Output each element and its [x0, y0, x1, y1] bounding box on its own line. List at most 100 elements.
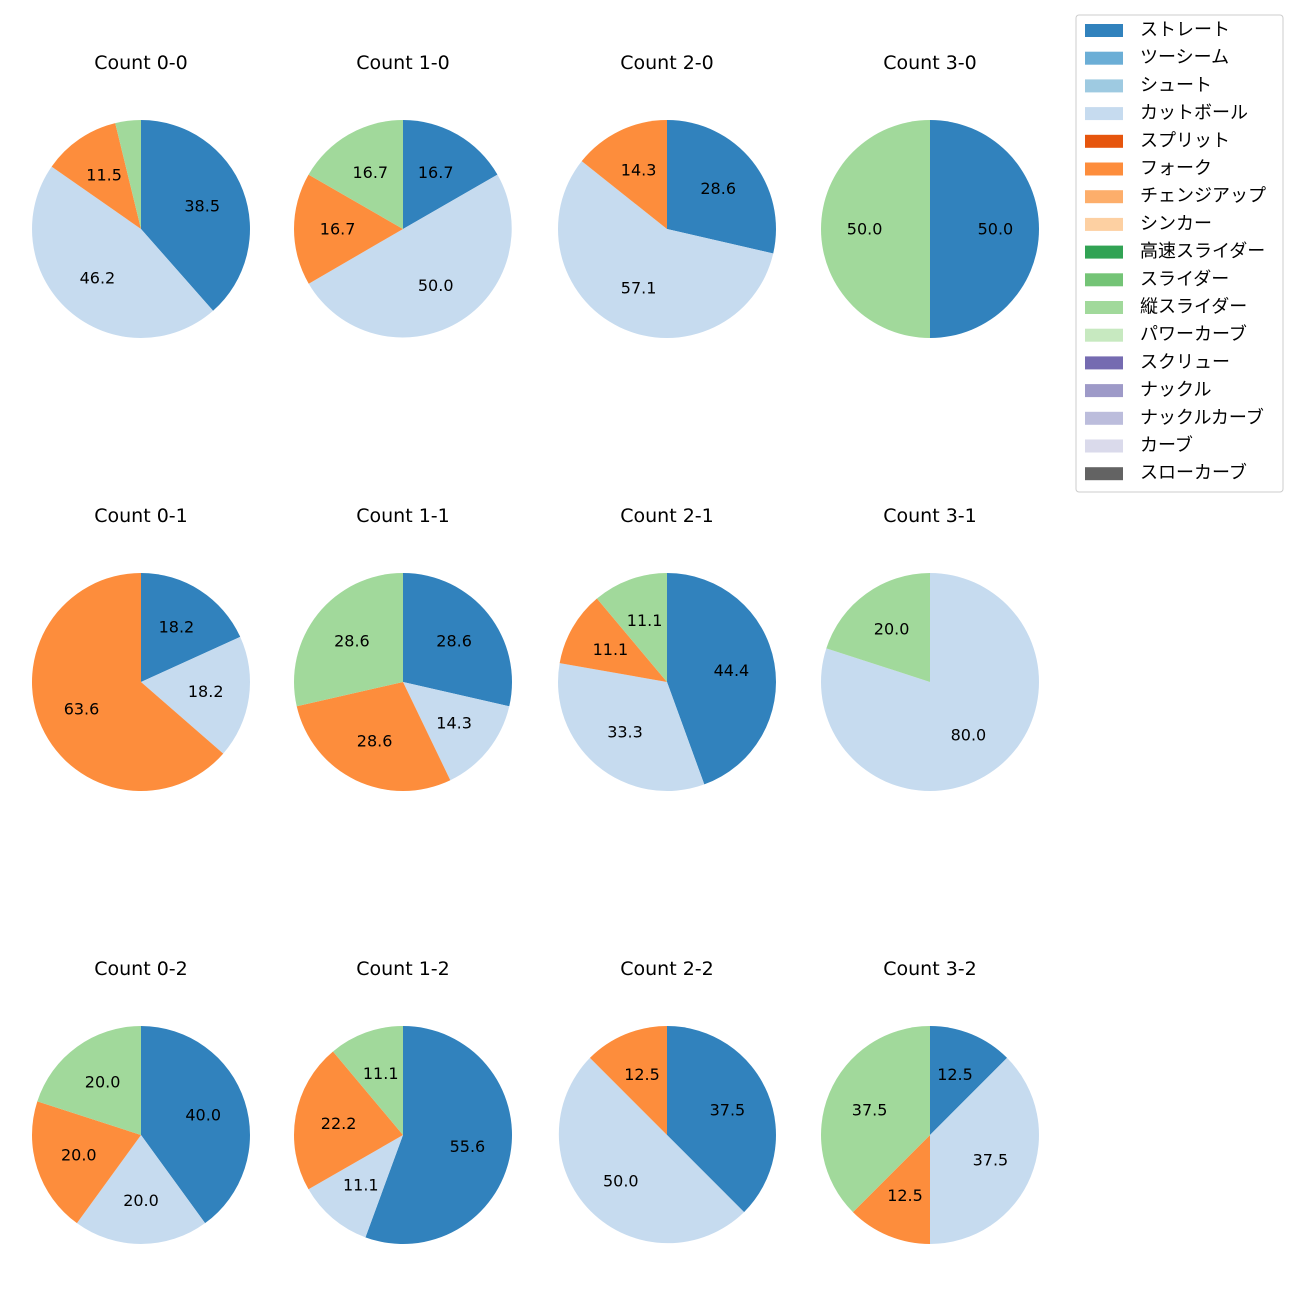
legend-item: ツーシーム: [1085, 47, 1229, 68]
slice-label: 80.0: [951, 725, 987, 744]
legend-swatch: [1085, 384, 1123, 398]
legend-swatch: [1085, 439, 1123, 453]
legend-swatch: [1085, 328, 1123, 342]
pie-slice: [31, 573, 224, 791]
pie-title: Count 2-2: [620, 958, 714, 980]
legend-label: スクリュー: [1140, 352, 1230, 373]
legend-label: シュート: [1140, 75, 1212, 96]
pie-slice: [141, 573, 241, 682]
legend-swatch: [1085, 356, 1123, 370]
legend-swatch: [1085, 107, 1123, 121]
legend-item: 縦スライダー: [1085, 297, 1247, 318]
legend-label: ストレート: [1140, 20, 1230, 41]
slice-label: 20.0: [61, 1146, 97, 1165]
pie-slice: [821, 1026, 930, 1213]
slice-label: 11.5: [86, 166, 122, 185]
slice-label: 18.2: [188, 682, 224, 701]
pie-slice: [667, 573, 777, 785]
legend-swatch: [1085, 51, 1123, 65]
legend-item: チェンジアップ: [1085, 186, 1266, 207]
slice-label: 50.0: [603, 1172, 639, 1191]
pie-title: Count 2-1: [620, 505, 714, 527]
pie-slice: [667, 120, 776, 254]
legend-label: ナックルカーブ: [1140, 406, 1264, 428]
slice-label: 28.6: [357, 731, 393, 750]
slice-label: 37.5: [710, 1101, 746, 1120]
legend-label: 縦スライダー: [1140, 297, 1247, 318]
legend-label: チェンジアップ: [1140, 186, 1266, 207]
pie-slice: [589, 1026, 667, 1135]
legend-swatch: [1085, 162, 1123, 176]
slice-label: 37.5: [973, 1151, 1009, 1170]
pie-slice: [581, 120, 667, 229]
slice-label: 40.0: [185, 1105, 221, 1124]
pie-slice: [141, 1026, 250, 1224]
pie-title: Count 0-2: [94, 958, 188, 980]
legend-swatch: [1085, 301, 1123, 314]
legend-frame: [1075, 14, 1284, 493]
pie-slice: [293, 572, 403, 707]
pie-title: Count 0-0: [94, 52, 188, 74]
pie-slice: [403, 120, 498, 229]
slice-label: 37.5: [852, 1101, 888, 1120]
slice-label: 28.6: [436, 632, 472, 651]
pie-slice: [293, 1051, 403, 1190]
pie-slice: [332, 1026, 403, 1135]
pie-9: Count 0-2 40.0 20.0 20.0 20.0: [31, 958, 250, 1244]
pie-slice: [557, 161, 774, 339]
slice-label: 28.6: [334, 632, 370, 651]
pie-title: Count 1-0: [356, 52, 450, 74]
slice-label: 33.3: [607, 723, 643, 742]
legend-label: カーブ: [1140, 434, 1193, 456]
legend-item: パワーカーブ: [1085, 323, 1247, 345]
slice-label: 14.3: [621, 161, 657, 180]
pie-title: Count 2-0: [620, 52, 714, 74]
pie-slice: [559, 598, 667, 682]
pie-slice: [51, 123, 141, 229]
slice-label: 11.1: [593, 640, 629, 659]
pie-title: Count 3-2: [883, 958, 977, 980]
legend-item: ナックルカーブ: [1085, 406, 1264, 428]
pie-slice: [667, 1026, 776, 1213]
pie-3: Count 2-0 28.6 57.1 14.3: [557, 52, 776, 339]
slice-label: 57.1: [621, 278, 657, 297]
legend-item: シンカー: [1085, 213, 1212, 234]
legend-label: ツーシーム: [1140, 47, 1229, 68]
pie-6: Count 1-1 28.6 14.3 28.6 28.6: [293, 505, 513, 792]
pie-title: Count 3-1: [883, 505, 977, 527]
pie-10: Count 1-2 55.6 11.1 22.2 11.1: [293, 958, 513, 1244]
pie-slice: [820, 573, 1039, 791]
pie-title: Count 0-1: [94, 505, 188, 527]
slice-label: 16.7: [320, 220, 356, 239]
legend-swatch: [1085, 217, 1123, 231]
slice-label: 14.3: [436, 713, 472, 732]
pie-slice: [930, 120, 1039, 338]
slice-label: 22.2: [321, 1114, 357, 1133]
slice-label: 44.4: [714, 661, 750, 680]
legend-item: スクリュー: [1085, 352, 1230, 373]
pie-slice: [308, 174, 512, 338]
pie-slice: [296, 682, 451, 792]
pie-5: Count 0-1 18.2 18.2 63.6: [31, 505, 250, 791]
pie-slice: [141, 636, 250, 754]
legend-swatch: [1085, 79, 1123, 93]
legend-swatch: [1085, 245, 1123, 259]
pies-layer: Count 0-0 38.5 46.2 11.5 Count 1-0 16.7 50.0 16…: [31, 52, 1039, 1244]
legend-item: 高速スライダー: [1085, 241, 1265, 262]
pie-slice: [403, 682, 510, 781]
pie-slice: [558, 663, 705, 792]
legend-swatch: [1085, 411, 1123, 425]
slice-label: 50.0: [418, 276, 454, 295]
slice-label: 50.0: [978, 220, 1014, 239]
pie-slice: [852, 1135, 930, 1244]
pie-slice: [32, 166, 214, 338]
pie-slice: [308, 1135, 403, 1238]
slice-label: 12.5: [887, 1186, 923, 1205]
slice-label: 12.5: [624, 1065, 660, 1084]
slice-label: 20.0: [123, 1191, 159, 1210]
legend-label: フォーク: [1140, 158, 1212, 179]
pie-title: Count 1-1: [356, 505, 450, 527]
pie-7: Count 2-1 44.4 33.3 11.1 11.1: [558, 505, 777, 792]
slice-label: 20.0: [874, 620, 910, 639]
slice-label: 18.2: [159, 618, 195, 637]
